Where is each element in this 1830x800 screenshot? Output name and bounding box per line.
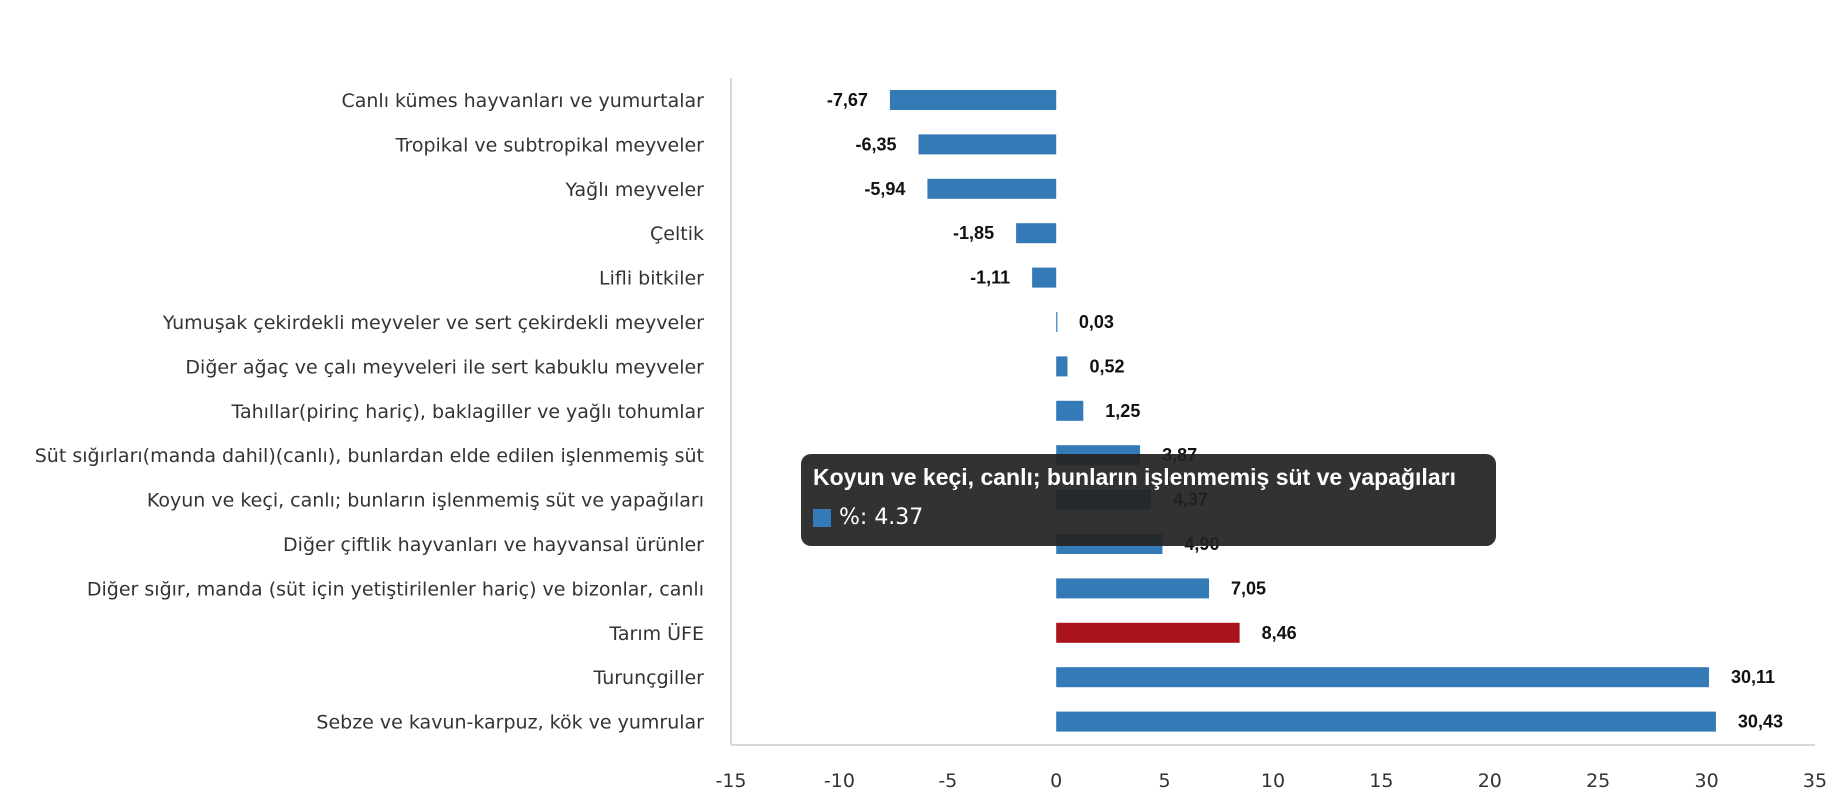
x-tick-label: 35 (1803, 770, 1827, 792)
category-label: Tarım ÜFE (608, 622, 704, 645)
bar[interactable] (1056, 578, 1210, 599)
category-label: Tahıllar(pirinç hariç), baklagiller ve y… (230, 401, 704, 423)
bar[interactable] (1056, 356, 1068, 377)
bar[interactable] (1056, 312, 1058, 332)
category-label: Çeltik (650, 223, 704, 245)
bar[interactable] (1032, 267, 1057, 288)
x-tick-label: 30 (1695, 770, 1719, 792)
x-tick-label: 25 (1586, 770, 1610, 792)
bar[interactable] (927, 178, 1057, 199)
category-label: Koyun ve keçi, canlı; bunların işlenmemi… (147, 490, 704, 512)
category-label: Canlı kümes hayvanları ve yumurtalar (341, 90, 704, 112)
value-label: -7,67 (827, 90, 868, 110)
x-tick-label: 5 (1159, 770, 1171, 792)
bar-highlight[interactable] (1056, 622, 1240, 643)
value-label: 1,25 (1105, 401, 1140, 421)
category-labels: Canlı kümes hayvanları ve yumurtalar Trop… (35, 90, 704, 734)
x-axis-ticks: -15 -10 -5 0 5 10 15 20 25 30 35 (715, 770, 1827, 792)
value-label: 30,43 (1738, 712, 1783, 732)
tooltip-row: %: 4.37 (813, 505, 1484, 530)
tooltip-title: Koyun ve keçi, canlı; bunların işlenmemi… (813, 464, 1456, 490)
x-tick-label: 0 (1050, 770, 1062, 792)
bar[interactable] (1056, 667, 1709, 688)
bar[interactable] (1056, 711, 1716, 732)
category-label: Diğer sığır, manda (süt için yetiştirile… (87, 578, 704, 600)
x-tick-label: 15 (1369, 770, 1393, 792)
category-label: Lifli bitkiler (599, 268, 704, 290)
category-label: Turunçgiller (592, 667, 704, 689)
x-tick-label: -10 (824, 770, 855, 792)
chart-tooltip: Koyun ve keçi, canlı; bunların işlenmemi… (801, 454, 1496, 546)
value-label: 8,46 (1262, 623, 1297, 643)
tooltip-series-name: % (839, 505, 860, 530)
tooltip-series-swatch (813, 508, 831, 527)
bar[interactable] (889, 90, 1057, 110)
x-tick-label: 10 (1261, 770, 1285, 792)
value-label: 30,11 (1731, 667, 1775, 687)
value-label: 7,05 (1231, 578, 1266, 598)
x-tick-label: 20 (1478, 770, 1502, 792)
category-label: Diğer çiftlik hayvanları ve hayvansal ür… (283, 534, 704, 556)
category-label: Tropikal ve subtropikal meyveler (395, 134, 705, 156)
value-label: -1,11 (970, 268, 1010, 288)
tooltip-value: 4.37 (874, 505, 924, 530)
x-tick-label: -15 (715, 770, 746, 792)
category-label: Yağlı meyveler (565, 179, 705, 201)
value-label: -6,35 (856, 134, 897, 154)
value-label: -5,94 (864, 179, 905, 199)
bar[interactable] (1016, 223, 1057, 244)
bar[interactable] (1056, 400, 1084, 421)
category-label: Diğer ağaç ve çalı meyveleri ile sert ka… (185, 356, 704, 378)
category-label: Sebze ve kavun-karpuz, kök ve yumrular (316, 712, 704, 734)
value-label: 0,03 (1079, 312, 1114, 332)
value-label: -1,85 (953, 223, 994, 243)
value-labels: -7,67-6,35-5,94-1,85-1,110,030,521,253,8… (827, 90, 1783, 732)
category-label: Yumuşak çekirdekli meyveler ve sert çeki… (162, 312, 704, 334)
value-label: 0,52 (1089, 356, 1124, 376)
bars (889, 90, 1716, 732)
bar[interactable] (918, 134, 1057, 155)
tooltip-separator: : (859, 505, 875, 530)
category-label: Süt sığırları(manda dahil)(canlı), bunla… (35, 445, 704, 467)
x-tick-label: -5 (938, 770, 957, 792)
